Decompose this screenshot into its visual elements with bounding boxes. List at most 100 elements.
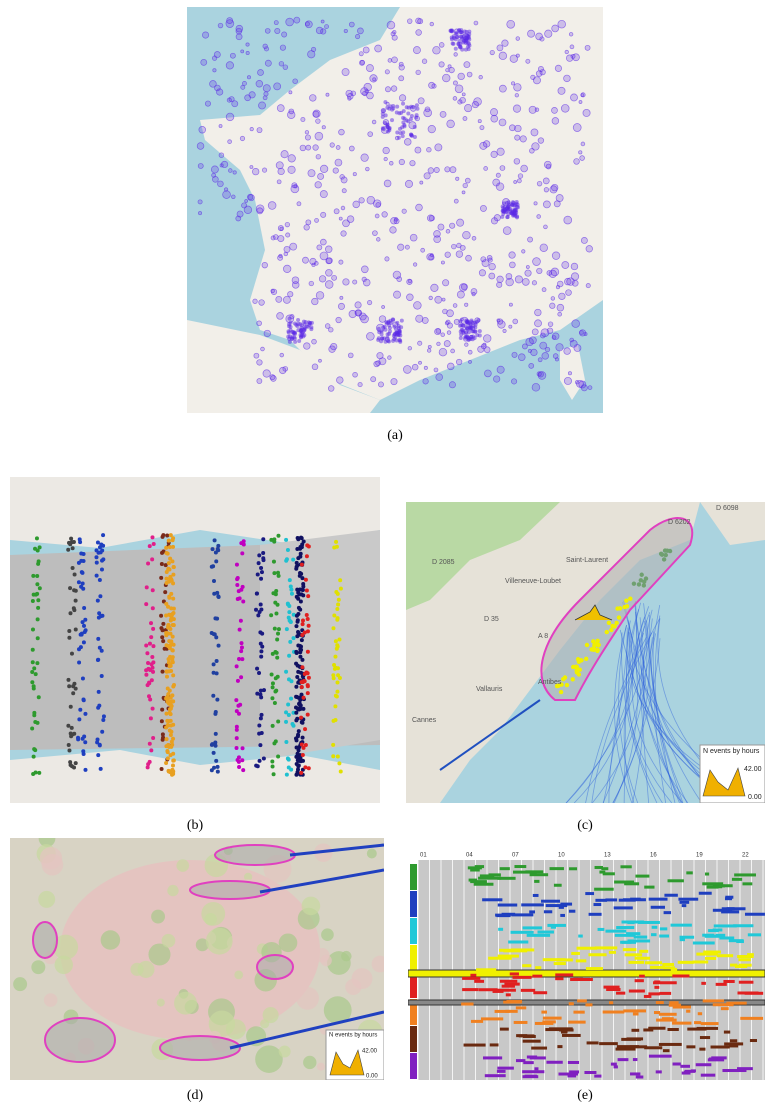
event-dot [496, 173, 500, 177]
event-dot [397, 338, 401, 342]
legend-min: 0.00 [748, 794, 762, 801]
activity-bar [577, 947, 598, 950]
event-dot [346, 90, 353, 97]
traj-dot [35, 574, 39, 578]
event-dot [304, 343, 311, 350]
traj-dot [32, 755, 36, 759]
event-dot [532, 383, 540, 391]
event-dot [399, 76, 404, 81]
traj-dot [68, 611, 72, 615]
traj-dot [82, 735, 86, 739]
event-dot [263, 370, 270, 377]
event-dot [388, 59, 392, 63]
traj-dot [211, 547, 215, 551]
activity-bar [730, 1039, 737, 1042]
event-dot [339, 217, 342, 220]
event-dot [562, 261, 569, 268]
event-dot [564, 216, 572, 224]
traj-dot [334, 718, 338, 722]
event-dot [454, 37, 458, 41]
traj-dot [161, 639, 165, 643]
activity-bar [555, 973, 573, 976]
activity-bar [702, 934, 714, 937]
activity-bar [682, 904, 687, 907]
event-dot [363, 279, 370, 286]
event-dot [385, 336, 389, 340]
traj-dot [214, 732, 218, 736]
activity-bar [614, 906, 633, 909]
traj-dot [71, 566, 75, 570]
event-dot [428, 345, 431, 348]
event-dot [542, 352, 549, 359]
event-dot [499, 85, 506, 92]
traj-dot [98, 578, 102, 582]
event-dot [465, 178, 470, 183]
event-dot [447, 331, 451, 335]
event-dot [386, 321, 390, 325]
activity-bar [604, 986, 620, 989]
activity-bar [745, 992, 763, 995]
hour-label: 07 [512, 853, 519, 859]
activity-bar [656, 1001, 664, 1004]
event-dot [322, 126, 325, 129]
traj-dot [300, 563, 304, 567]
event-dot [490, 50, 494, 54]
event-dot [355, 302, 361, 308]
event-dot [533, 258, 541, 266]
traj-dot [336, 602, 340, 606]
traj-dot [300, 743, 304, 747]
traj-dot [148, 742, 152, 746]
event-dot [290, 243, 297, 250]
traj-dot [294, 624, 298, 628]
activity-bar [659, 1043, 682, 1046]
event-dot [594, 642, 598, 646]
traj-dot [151, 666, 155, 670]
activity-bar [568, 1061, 579, 1064]
event-dot [382, 212, 388, 218]
traj-dot [171, 759, 175, 763]
traj-dot [72, 682, 76, 686]
activity-bar [651, 933, 657, 936]
activity-bar [533, 991, 547, 994]
traj-dot [96, 599, 100, 603]
event-dot [591, 646, 595, 650]
activity-bar [537, 931, 553, 934]
activity-bar [678, 898, 698, 901]
hotspot [257, 955, 293, 979]
traj-dot [70, 764, 74, 768]
event-dot [366, 332, 374, 340]
traj-dot [240, 551, 244, 555]
event-dot [391, 378, 397, 384]
traj-dot [334, 694, 338, 698]
event-dot [506, 215, 510, 219]
event-dot [387, 21, 395, 29]
traj-dot [70, 652, 74, 656]
activity-bar [535, 966, 541, 969]
activity-bar [495, 1010, 510, 1013]
traj-dot [276, 719, 280, 723]
event-dot [342, 68, 349, 75]
event-dot [454, 31, 458, 35]
event-dot [333, 168, 338, 173]
event-dot [535, 309, 542, 316]
traj-dot [152, 542, 156, 546]
event-dot [278, 225, 283, 230]
patch [263, 1007, 279, 1023]
event-dot [359, 52, 363, 56]
event-dot [309, 281, 314, 286]
traj-dot [239, 588, 243, 592]
event-dot [561, 104, 569, 112]
event-dot [382, 305, 385, 308]
event-dot [637, 582, 641, 586]
event-dot [276, 162, 283, 169]
event-dot [256, 80, 263, 87]
traj-dot [256, 613, 260, 617]
traj-dot [270, 696, 274, 700]
event-dot [440, 111, 446, 117]
activity-bar [595, 946, 618, 949]
event-dot [205, 101, 210, 106]
event-dot [381, 109, 385, 113]
event-dot [441, 333, 445, 337]
activity-bar [734, 873, 756, 876]
event-dot [453, 97, 457, 101]
